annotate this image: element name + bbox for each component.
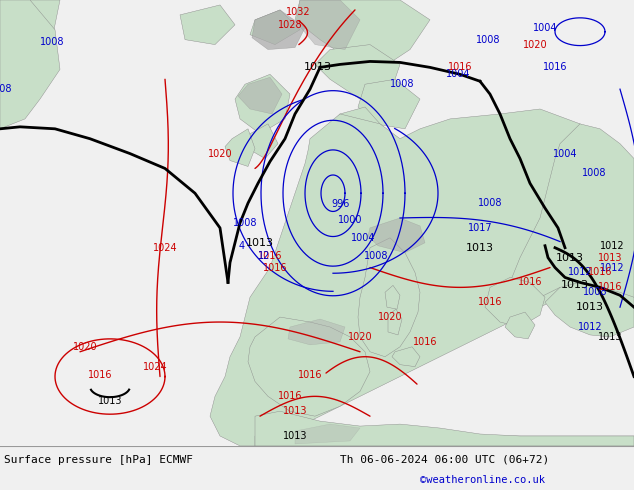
Text: 1013: 1013 (98, 396, 122, 406)
Text: 1008: 1008 (583, 287, 607, 297)
Text: 1016: 1016 (262, 263, 287, 272)
Text: 1008: 1008 (40, 37, 64, 47)
Polygon shape (358, 79, 420, 129)
Polygon shape (385, 285, 400, 309)
Text: 1016: 1016 (278, 392, 302, 401)
Polygon shape (255, 411, 634, 446)
Text: 1008: 1008 (476, 35, 500, 45)
Text: 1016: 1016 (588, 268, 612, 277)
Text: 1013: 1013 (246, 238, 274, 248)
Polygon shape (225, 129, 255, 167)
Text: 1013: 1013 (598, 253, 622, 263)
Polygon shape (315, 45, 400, 99)
Text: 1013: 1013 (283, 406, 307, 416)
Text: 1013: 1013 (598, 332, 622, 342)
Polygon shape (505, 312, 535, 339)
Text: 1013: 1013 (283, 431, 307, 441)
Text: 1013: 1013 (576, 302, 604, 312)
Text: 1020: 1020 (73, 342, 97, 352)
Polygon shape (210, 109, 634, 446)
Polygon shape (250, 10, 300, 45)
Text: 1004: 1004 (533, 23, 557, 33)
Polygon shape (248, 124, 278, 159)
Polygon shape (0, 0, 60, 129)
Polygon shape (295, 424, 360, 444)
Polygon shape (510, 124, 634, 327)
Polygon shape (0, 0, 60, 89)
Polygon shape (296, 0, 360, 49)
Text: 1012: 1012 (600, 241, 624, 251)
Text: 1004: 1004 (351, 233, 375, 243)
Polygon shape (392, 347, 420, 367)
Text: 1016: 1016 (298, 369, 322, 380)
Polygon shape (330, 107, 380, 144)
Text: 1008: 1008 (0, 84, 12, 94)
Text: 1017: 1017 (468, 223, 493, 233)
Text: 1020: 1020 (522, 40, 547, 49)
Text: 1008: 1008 (478, 198, 502, 208)
Text: Th 06-06-2024 06:00 UTC (06+72): Th 06-06-2024 06:00 UTC (06+72) (340, 455, 549, 465)
Text: 1004: 1004 (446, 69, 470, 79)
Polygon shape (235, 74, 290, 134)
Text: 1016: 1016 (87, 369, 112, 380)
Text: 996: 996 (331, 199, 349, 209)
Text: 1016: 1016 (258, 251, 282, 261)
Polygon shape (545, 282, 634, 337)
Text: 1012: 1012 (567, 268, 592, 277)
Text: 1013: 1013 (466, 243, 494, 253)
Polygon shape (238, 77, 282, 114)
Text: 1024: 1024 (153, 243, 178, 253)
Text: 1028: 1028 (278, 20, 302, 30)
Text: ©weatheronline.co.uk: ©weatheronline.co.uk (420, 475, 545, 485)
Text: 1008: 1008 (364, 251, 389, 261)
Text: 1020: 1020 (347, 332, 372, 342)
Text: 12: 12 (258, 251, 270, 261)
Text: 1016: 1016 (598, 282, 622, 293)
Polygon shape (358, 238, 420, 357)
Text: 1016: 1016 (518, 277, 542, 288)
Text: 1032: 1032 (286, 7, 310, 17)
Polygon shape (288, 319, 345, 345)
Polygon shape (485, 277, 545, 327)
Text: 1020: 1020 (378, 312, 403, 322)
Polygon shape (180, 5, 235, 45)
Text: 1016: 1016 (543, 62, 567, 73)
Text: 1000: 1000 (337, 215, 362, 224)
Text: 1013: 1013 (561, 280, 589, 291)
Text: 1008: 1008 (390, 79, 414, 89)
Polygon shape (252, 10, 305, 49)
Text: 1020: 1020 (208, 148, 232, 159)
Text: 1024: 1024 (143, 362, 167, 371)
Text: 1013: 1013 (304, 62, 332, 73)
Text: Surface pressure [hPa] ECMWF: Surface pressure [hPa] ECMWF (4, 455, 193, 465)
Text: 1008: 1008 (582, 169, 606, 178)
Polygon shape (248, 317, 370, 416)
Text: 1012: 1012 (578, 322, 602, 332)
Polygon shape (388, 309, 402, 335)
Polygon shape (368, 218, 425, 253)
Polygon shape (255, 436, 634, 446)
Text: 1008: 1008 (233, 218, 257, 228)
Text: 1012: 1012 (600, 263, 624, 272)
Text: 1016: 1016 (478, 297, 502, 307)
Text: 4: 4 (239, 241, 245, 251)
Text: 1013: 1013 (556, 253, 584, 263)
Text: 1016: 1016 (448, 62, 472, 73)
Text: 1016: 1016 (413, 337, 437, 347)
Polygon shape (295, 0, 430, 70)
Text: 1004: 1004 (553, 148, 577, 159)
